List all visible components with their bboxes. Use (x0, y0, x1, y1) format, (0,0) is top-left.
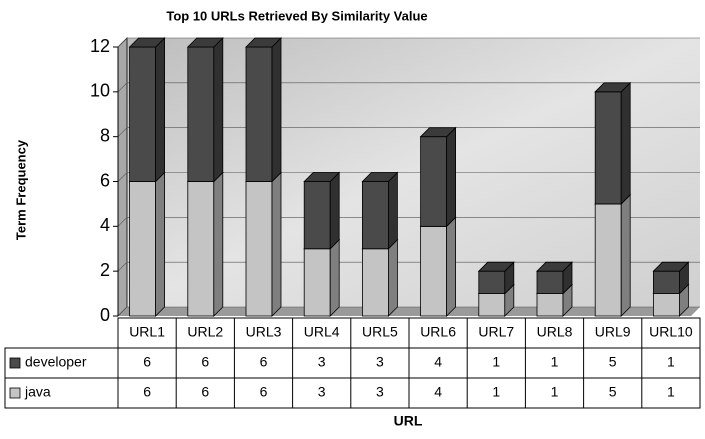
y-tick-label: 2 (100, 260, 110, 280)
bar-top (652, 261, 690, 272)
bar-top (128, 37, 166, 48)
y-tick-label: 6 (100, 170, 110, 190)
bar (187, 181, 215, 317)
y-tick-label: 12 (90, 36, 110, 56)
bar (536, 270, 564, 294)
table-value: 5 (609, 354, 617, 370)
bar-side (387, 238, 398, 317)
bar (478, 293, 506, 317)
bar (653, 293, 680, 317)
bar-top (186, 37, 224, 48)
bar-side (387, 171, 398, 250)
bar-side (329, 171, 340, 250)
table-value: 1 (667, 384, 675, 400)
bar (420, 136, 448, 227)
bar (536, 293, 564, 317)
table-value: 1 (667, 354, 675, 370)
bar-side (620, 81, 631, 205)
legend-swatch (9, 357, 21, 369)
table-value: 6 (260, 354, 268, 370)
bar-side (329, 238, 340, 317)
bar (594, 91, 622, 205)
bar (303, 181, 331, 250)
bar-top (594, 82, 632, 93)
x-tick-label: URL4 (304, 324, 340, 340)
table-value: 1 (492, 354, 500, 370)
bar-side (446, 216, 457, 317)
bar-side (155, 171, 166, 317)
grid-line (117, 217, 700, 227)
table-value: 5 (609, 384, 617, 400)
bar (245, 46, 273, 182)
bar (478, 270, 506, 294)
table-value: 1 (551, 354, 559, 370)
x-tick-label: URL7 (478, 324, 514, 340)
table-value: 6 (260, 384, 268, 400)
legend-label: developer (25, 354, 87, 370)
bar (129, 181, 157, 317)
table-value: 3 (376, 354, 384, 370)
y-tick-label: 0 (100, 305, 110, 325)
grid-line (117, 172, 700, 182)
bar-top (303, 172, 341, 182)
table-value: 1 (551, 384, 559, 400)
bar-side (620, 193, 631, 317)
table-value: 6 (143, 354, 151, 370)
bar (129, 46, 157, 182)
bar-side (271, 171, 282, 317)
legend-swatch (9, 387, 21, 399)
x-tick-label: URL9 (595, 324, 631, 340)
chart-title: Top 10 URLs Retrieved By Similarity Valu… (166, 8, 427, 23)
y-tick-label: 4 (100, 215, 110, 235)
bar-top (419, 127, 457, 138)
bar-side (446, 126, 457, 228)
bar (361, 181, 389, 250)
legend-label: java (24, 384, 51, 400)
bar-top (245, 37, 282, 48)
x-tick-label: URL5 (362, 324, 398, 340)
bar (653, 270, 680, 294)
bar (594, 203, 622, 317)
table-value: 4 (434, 354, 442, 370)
table-value: 3 (318, 384, 326, 400)
x-axis-label: URL (394, 413, 423, 429)
bar-top (477, 261, 515, 272)
table-value: 4 (434, 384, 442, 400)
y-axis-label: Term Frequency (13, 139, 28, 240)
x-tick-label: URL10 (649, 324, 693, 340)
x-tick-label: URL2 (187, 324, 223, 340)
grid-line (117, 127, 700, 137)
table-value: 1 (492, 384, 500, 400)
bar-side (213, 171, 224, 317)
table-value: 3 (376, 384, 384, 400)
x-tick-label: URL3 (246, 324, 282, 340)
bar (303, 248, 331, 317)
bar (245, 181, 273, 317)
bar-side (213, 37, 224, 183)
table-value: 3 (318, 354, 326, 370)
table-value: 6 (201, 384, 209, 400)
bar-top (536, 261, 573, 272)
bar-side (155, 37, 166, 183)
bar (361, 248, 389, 317)
table-value: 6 (201, 354, 209, 370)
bar-top (361, 172, 399, 182)
bar (420, 225, 448, 317)
table-value: 6 (143, 384, 151, 400)
x-tick-label: URL6 (420, 324, 456, 340)
grid-line (117, 37, 700, 48)
y-tick-label: 8 (100, 125, 110, 145)
bar (187, 46, 215, 182)
x-tick-label: URL8 (537, 324, 573, 340)
x-tick-label: URL1 (129, 324, 165, 340)
grid-line (117, 82, 700, 93)
y-tick-label: 10 (90, 81, 110, 101)
bar-side (271, 37, 282, 183)
